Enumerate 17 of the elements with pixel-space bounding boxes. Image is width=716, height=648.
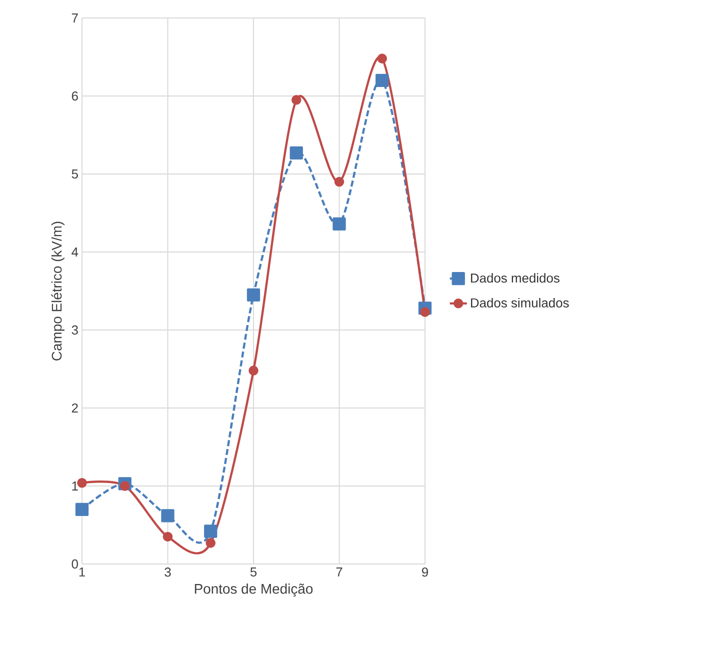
x-axis-title: Pontos de Medição bbox=[194, 584, 313, 597]
y-tick-label: 3 bbox=[72, 325, 78, 335]
x-tick-label: 9 bbox=[422, 568, 428, 577]
y-tick-label: 1 bbox=[72, 482, 78, 490]
y-tick-label: 7 bbox=[72, 14, 78, 22]
x-tick-label: 1 bbox=[79, 568, 85, 576]
y-tick-label: 6 bbox=[72, 91, 78, 101]
y-tick-label: 0 bbox=[72, 559, 78, 569]
y-tick-label: 5 bbox=[72, 169, 78, 179]
x-tick-label: 5 bbox=[250, 568, 257, 577]
legend-label: Dados medidos bbox=[471, 273, 560, 283]
y-tick-label: 4 bbox=[72, 248, 78, 256]
legend-label: Dados simulados bbox=[471, 298, 569, 308]
y-axis-title: Campo Elétrico (kV/m) bbox=[51, 222, 64, 360]
x-tick-label: 3 bbox=[164, 568, 171, 577]
y-tick-label: 2 bbox=[72, 403, 78, 413]
x-tick-label: 7 bbox=[336, 568, 342, 576]
